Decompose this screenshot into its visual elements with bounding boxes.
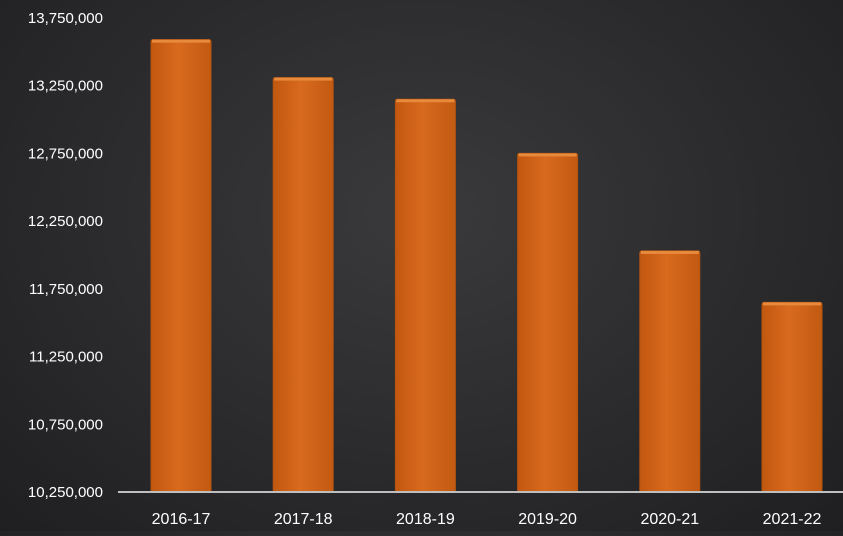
bar-top-highlight	[763, 302, 821, 306]
y-tick-label: 10,750,000	[28, 416, 103, 433]
y-tick-label: 13,250,000	[28, 78, 103, 95]
x-tick-label: 2016-17	[152, 511, 211, 528]
bar-top-highlight	[518, 153, 577, 157]
bar-top-highlight	[640, 250, 699, 254]
x-tick-label: 2017-18	[274, 511, 333, 528]
y-tick-label: 11,750,000	[29, 281, 103, 298]
y-tick-label: 12,750,000	[28, 145, 103, 162]
x-tick-label: 2019-20	[518, 511, 577, 528]
bar-2018-19	[394, 98, 456, 493]
bar-top-highlight	[152, 39, 210, 43]
x-axis-tick-labels: 2016-17 2017-18 2018-19 2019-20 2020-21 2021-…	[152, 511, 822, 528]
y-tick-label: 10,250,000	[28, 484, 103, 501]
y-tick-label: 13,750,000	[28, 10, 103, 27]
y-tick-label: 12,250,000	[28, 213, 103, 230]
bar-2019-20	[517, 152, 579, 493]
x-tick-label: 2018-19	[396, 511, 455, 528]
bar-top-highlight	[274, 77, 333, 81]
x-tick-label: 2020-21	[640, 511, 699, 528]
bars-group	[150, 39, 823, 493]
y-axis-tick-labels: 10,250,000 10,750,000 11,250,000 11,750,000…	[28, 10, 103, 501]
y-tick-label: 11,250,000	[29, 349, 103, 366]
bar-2020-21	[639, 250, 701, 493]
bar-top-highlight	[396, 99, 455, 103]
bar-2016-17	[150, 39, 212, 493]
bar-2021-22	[761, 301, 823, 493]
x-tick-label: 2021-22	[763, 511, 822, 528]
bar-2017-18	[272, 77, 334, 493]
